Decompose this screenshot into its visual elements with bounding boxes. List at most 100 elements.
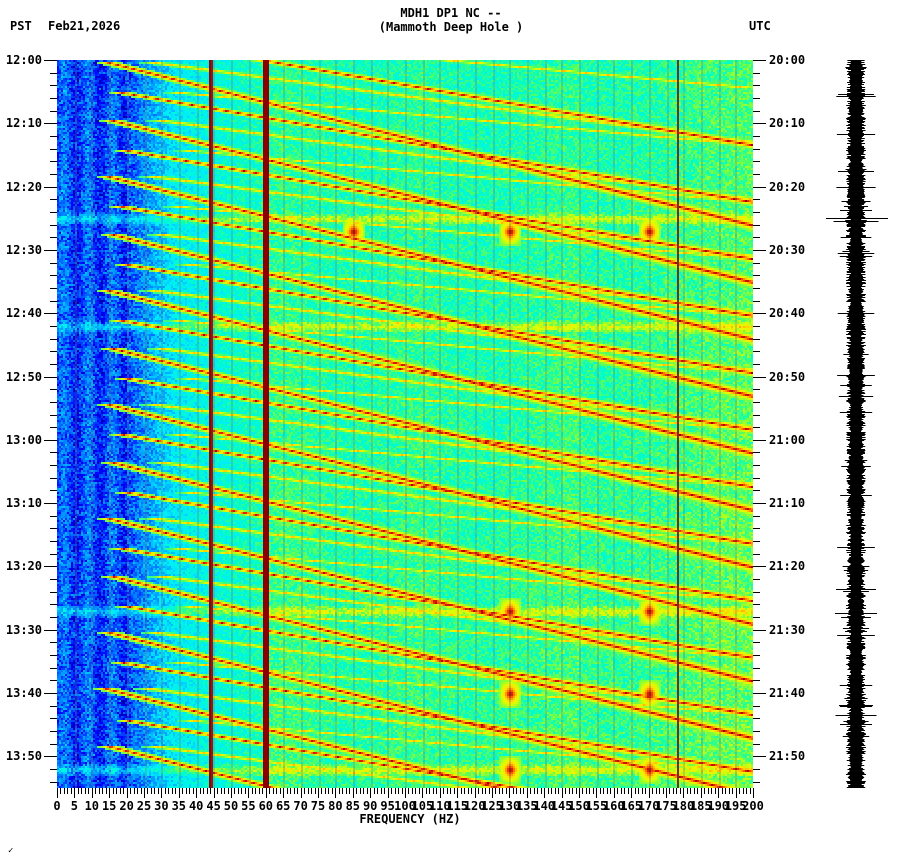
freq-tick-minor bbox=[157, 788, 159, 794]
axis-tick-minor bbox=[50, 338, 57, 340]
freq-tick-minor bbox=[620, 788, 622, 794]
freq-tick-major bbox=[579, 788, 580, 798]
time-label-utc: 20:50 bbox=[769, 369, 806, 384]
axis-tick-minor bbox=[50, 199, 57, 201]
freq-tick-minor bbox=[269, 788, 271, 794]
freq-tick-minor bbox=[363, 788, 365, 794]
axis-tick-minor bbox=[50, 148, 57, 150]
time-label-pst: 13:10 bbox=[5, 496, 42, 511]
freq-label: 110 bbox=[428, 799, 451, 813]
freq-tick-major bbox=[492, 788, 493, 798]
time-label-utc: 21:10 bbox=[769, 496, 806, 511]
axis-tick-minor bbox=[753, 72, 760, 74]
freq-label: 5 bbox=[70, 799, 78, 813]
freq-tick-major bbox=[439, 788, 441, 798]
axis-tick-major bbox=[753, 503, 766, 505]
axis-tick-minor bbox=[753, 389, 760, 391]
freq-tick-minor bbox=[328, 788, 330, 794]
freq-tick-major bbox=[700, 788, 702, 798]
axis-tick-minor bbox=[753, 161, 760, 163]
freq-tick-minor bbox=[530, 788, 532, 794]
freq-tick-minor bbox=[728, 788, 730, 794]
freq-tick-minor bbox=[446, 788, 448, 794]
freq-tick-minor bbox=[485, 788, 487, 794]
freq-tick-minor bbox=[345, 788, 347, 794]
time-label-pst: 12:30 bbox=[5, 242, 42, 257]
freq-tick-minor bbox=[624, 788, 626, 794]
freq-tick-minor bbox=[460, 788, 462, 794]
freq-tick-minor bbox=[70, 788, 72, 794]
axis-tick-minor bbox=[753, 604, 760, 606]
axis-tick-major bbox=[753, 566, 766, 568]
freq-tick-major bbox=[457, 788, 459, 798]
freq-tick-minor bbox=[304, 788, 306, 794]
axis-tick-minor bbox=[50, 781, 57, 783]
axis-tick-minor bbox=[50, 363, 57, 365]
freq-tick-minor bbox=[502, 788, 504, 794]
spectrogram-plot[interactable] bbox=[57, 60, 753, 788]
freq-tick-minor bbox=[116, 788, 118, 794]
time-label-utc: 21:30 bbox=[769, 622, 806, 637]
freq-tick-minor bbox=[237, 788, 239, 794]
freq-tick-minor bbox=[498, 788, 500, 794]
freq-tick-major bbox=[231, 788, 232, 798]
freq-tick-minor bbox=[568, 788, 570, 794]
freq-tick-minor bbox=[380, 788, 382, 794]
axis-tick-minor bbox=[753, 667, 760, 669]
freq-tick-minor bbox=[638, 788, 640, 794]
freq-tick-minor bbox=[164, 788, 166, 794]
freq-tick-minor bbox=[418, 788, 420, 794]
freq-tick-minor bbox=[88, 788, 90, 794]
axis-tick-major bbox=[44, 186, 57, 188]
time-label-pst: 13:50 bbox=[5, 749, 42, 764]
freq-tick-minor bbox=[95, 788, 97, 794]
freq-tick-minor bbox=[533, 788, 535, 794]
freq-label: 100 bbox=[394, 799, 416, 813]
axis-tick-minor bbox=[50, 528, 57, 530]
axis-tick-major bbox=[753, 376, 766, 378]
freq-tick-minor bbox=[749, 788, 751, 794]
freq-tick-minor bbox=[467, 788, 469, 794]
spectrogram-canvas[interactable] bbox=[57, 60, 753, 788]
freq-tick-minor bbox=[554, 788, 556, 794]
freq-tick-minor bbox=[537, 788, 539, 794]
axis-tick-minor bbox=[753, 655, 760, 657]
axis-tick-minor bbox=[753, 262, 760, 264]
freq-tick-minor bbox=[697, 788, 699, 794]
axis-tick-minor bbox=[50, 642, 57, 644]
axis-tick-minor bbox=[50, 477, 57, 479]
axis-tick-minor bbox=[50, 490, 57, 492]
freq-tick-minor bbox=[398, 788, 400, 794]
axis-tick-major bbox=[44, 693, 57, 695]
freq-tick-minor bbox=[150, 788, 152, 794]
freq-tick-minor bbox=[220, 788, 222, 794]
freq-tick-minor bbox=[290, 788, 292, 794]
freq-tick-major bbox=[526, 788, 528, 798]
axis-tick-minor bbox=[753, 338, 760, 340]
freq-tick-major bbox=[144, 788, 145, 798]
freq-tick-major bbox=[352, 788, 354, 798]
axis-tick-minor bbox=[50, 173, 57, 175]
freq-tick-minor bbox=[321, 788, 323, 794]
freq-tick-minor bbox=[244, 788, 246, 794]
axis-tick-minor bbox=[753, 97, 760, 99]
time-label-pst: 12:00 bbox=[5, 53, 42, 67]
freq-label: 85 bbox=[345, 799, 361, 813]
freq-tick-minor bbox=[415, 788, 417, 794]
axis-tick-minor bbox=[753, 427, 760, 429]
freq-tick-minor bbox=[471, 788, 473, 794]
axis-tick-minor bbox=[50, 237, 57, 239]
freq-tick-minor bbox=[606, 788, 608, 794]
axis-tick-minor bbox=[50, 591, 57, 593]
freq-tick-minor bbox=[495, 788, 497, 794]
axis-tick-major bbox=[44, 503, 57, 505]
freq-tick-major bbox=[300, 788, 302, 798]
freq-tick-minor bbox=[453, 788, 455, 794]
axis-tick-minor bbox=[753, 148, 760, 150]
freq-tick-minor bbox=[540, 788, 542, 794]
freq-tick-major bbox=[422, 788, 424, 798]
station-subtitle: (Mammoth Deep Hole ) bbox=[378, 20, 524, 34]
freq-label: 50 bbox=[223, 799, 239, 813]
axis-tick-minor bbox=[753, 237, 760, 239]
freq-tick-minor bbox=[672, 788, 674, 794]
